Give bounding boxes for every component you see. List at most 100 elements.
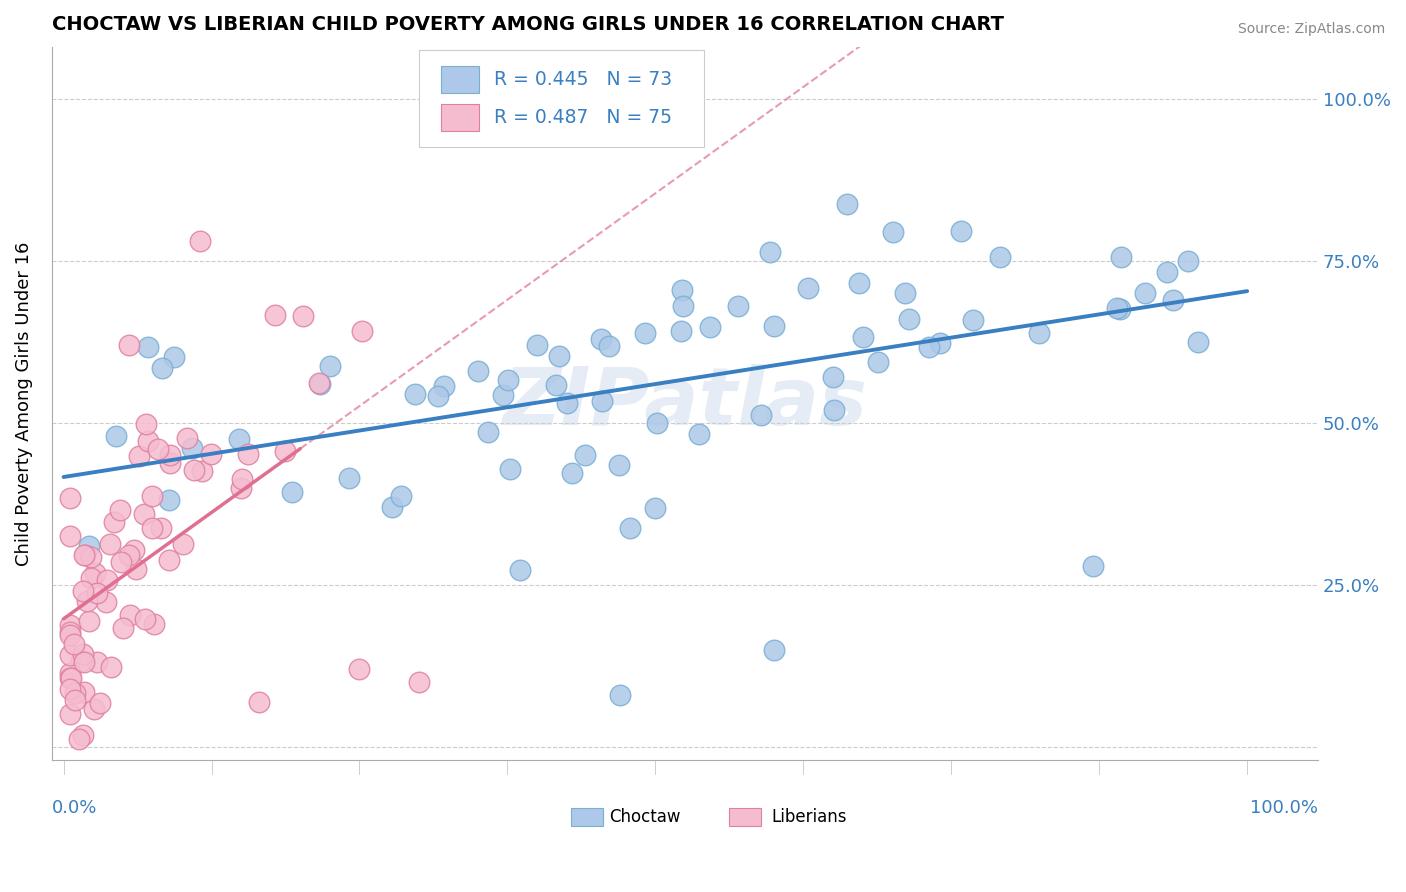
Point	[645, 416, 668, 430]
Point	[181, 441, 204, 455]
Point	[58, 628, 80, 642]
Point	[644, 501, 666, 516]
Point	[58, 491, 80, 505]
Point	[150, 361, 173, 376]
Point	[350, 324, 373, 338]
Point	[72, 647, 94, 661]
Point	[389, 489, 412, 503]
Text: CHOCTAW VS LIBERIAN CHILD POVERTY AMONG GIRLS UNDER 16 CORRELATION CHART: CHOCTAW VS LIBERIAN CHILD POVERTY AMONG …	[52, 15, 1004, 34]
Point	[589, 333, 612, 347]
Point	[59, 671, 82, 685]
FancyBboxPatch shape	[730, 808, 761, 826]
Point	[238, 447, 260, 461]
Point	[86, 655, 108, 669]
Point	[128, 449, 150, 463]
Point	[318, 359, 340, 374]
Point	[58, 671, 80, 685]
Point	[619, 521, 641, 535]
Point	[110, 555, 132, 569]
Point	[492, 387, 515, 401]
Point	[309, 377, 332, 392]
FancyBboxPatch shape	[440, 103, 478, 131]
Point	[72, 728, 94, 742]
Point	[688, 426, 710, 441]
Point	[561, 467, 583, 481]
Point	[547, 349, 569, 363]
Point	[949, 224, 972, 238]
Point	[308, 376, 330, 391]
Point	[159, 448, 181, 462]
Point	[852, 330, 875, 344]
Point	[125, 562, 148, 576]
Point	[598, 339, 620, 353]
Point	[228, 432, 250, 446]
Point	[183, 462, 205, 476]
Point	[108, 503, 131, 517]
Point	[433, 379, 456, 393]
Point	[1156, 265, 1178, 279]
Point	[80, 549, 103, 564]
Point	[898, 312, 921, 326]
Point	[77, 539, 100, 553]
Point	[73, 549, 96, 563]
Point	[671, 324, 693, 338]
Point	[134, 508, 156, 522]
Point	[148, 442, 170, 456]
Point	[247, 695, 270, 709]
Point	[868, 355, 890, 369]
Point	[281, 484, 304, 499]
Point	[337, 471, 360, 485]
Point	[671, 283, 693, 297]
Point	[672, 299, 695, 313]
Point	[1107, 301, 1129, 315]
Point	[499, 462, 522, 476]
Point	[172, 537, 194, 551]
Point	[118, 338, 141, 352]
Point	[231, 472, 253, 486]
Point	[797, 281, 820, 295]
Point	[65, 686, 87, 700]
Text: R = 0.445   N = 73: R = 0.445 N = 73	[494, 70, 672, 89]
Point	[73, 685, 96, 699]
Point	[477, 425, 499, 439]
Point	[546, 378, 568, 392]
Point	[83, 702, 105, 716]
Point	[918, 340, 941, 354]
Point	[758, 244, 780, 259]
Point	[1177, 253, 1199, 268]
Text: 0.0%: 0.0%	[52, 799, 97, 817]
Point	[928, 336, 950, 351]
Point	[273, 444, 295, 458]
Point	[496, 373, 519, 387]
Point	[292, 309, 315, 323]
Text: 100.0%: 100.0%	[1250, 799, 1319, 817]
Point	[591, 394, 613, 409]
Point	[58, 529, 80, 543]
Point	[163, 350, 186, 364]
Point	[72, 655, 94, 669]
Point	[848, 276, 870, 290]
Text: Choctaw: Choctaw	[609, 807, 681, 826]
Point	[143, 616, 166, 631]
Point	[98, 537, 121, 551]
FancyBboxPatch shape	[571, 808, 603, 826]
Point	[96, 594, 118, 608]
Point	[1109, 250, 1132, 264]
Point	[634, 326, 657, 341]
Point	[112, 621, 135, 635]
Point	[574, 448, 596, 462]
Point	[1109, 301, 1132, 316]
Point	[427, 389, 450, 403]
Text: Source: ZipAtlas.com: Source: ZipAtlas.com	[1237, 22, 1385, 37]
Point	[176, 431, 198, 445]
Point	[103, 515, 125, 529]
Point	[404, 386, 426, 401]
Point	[157, 553, 180, 567]
Point	[104, 429, 127, 443]
Point	[762, 643, 785, 657]
Point	[555, 396, 578, 410]
Point	[77, 614, 100, 628]
Point	[159, 456, 181, 470]
Point	[200, 447, 222, 461]
Point	[823, 403, 845, 417]
